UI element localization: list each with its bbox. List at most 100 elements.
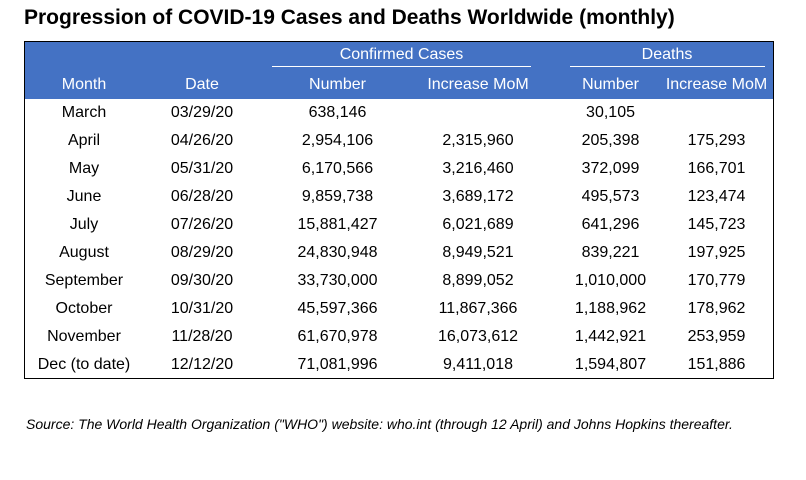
cell-deaths-increase — [660, 99, 773, 127]
table-row: October 10/31/20 45,597,366 11,867,366 1… — [25, 295, 773, 323]
covid-table: Confirmed Cases Deaths Month Date Number… — [25, 42, 773, 378]
table-row: August 08/29/20 24,830,948 8,949,521 839… — [25, 239, 773, 267]
cell-date: 09/30/20 — [170, 272, 234, 289]
column-header-row: Month Date Number Increase MoM Number In… — [25, 71, 773, 99]
cell-date: 04/26/20 — [170, 132, 234, 149]
cell-spacer — [542, 155, 561, 183]
header-spacer — [25, 42, 143, 71]
page-title: Progression of COVID-19 Cases and Deaths… — [24, 6, 675, 29]
cell-date: 07/26/20 — [170, 216, 234, 233]
covid-table-container: Confirmed Cases Deaths Month Date Number… — [24, 41, 774, 379]
cell-date: 11/28/20 — [171, 328, 233, 345]
cell-month: July — [69, 216, 99, 233]
cell-deaths-number: 30,105 — [586, 104, 635, 121]
table-row: April 04/26/20 2,954,106 2,315,960 205,3… — [25, 127, 773, 155]
cell-deaths-number: 1,188,962 — [574, 300, 647, 317]
cell-cases-increase — [414, 99, 542, 127]
cell-spacer — [542, 211, 561, 239]
col-header-cases-number: Number — [309, 76, 366, 93]
cell-deaths-increase: 166,701 — [687, 160, 746, 177]
cell-cases-number: 24,830,948 — [297, 244, 378, 261]
group-header-row: Confirmed Cases Deaths — [25, 42, 773, 71]
deaths-group-header: Deaths — [561, 42, 773, 71]
cell-cases-number: 71,081,996 — [297, 356, 378, 373]
cell-date: 05/31/20 — [170, 160, 234, 177]
cell-deaths-increase: 145,723 — [687, 216, 746, 233]
cell-spacer — [542, 183, 561, 211]
cell-deaths-increase: 123,474 — [687, 188, 746, 205]
cell-month: April — [67, 132, 100, 149]
cell-month: November — [47, 328, 121, 345]
cell-spacer — [542, 239, 561, 267]
cell-month: May — [68, 160, 100, 177]
cell-date: 12/12/20 — [170, 356, 234, 373]
cell-month: October — [55, 300, 113, 317]
cell-date: 08/29/20 — [170, 244, 234, 261]
cell-spacer — [542, 295, 561, 323]
cell-month: August — [59, 244, 109, 261]
cell-month: March — [61, 104, 107, 121]
col-header-month: Month — [61, 76, 107, 93]
cell-cases-increase: 3,689,172 — [442, 188, 514, 205]
header-spacer — [542, 71, 561, 99]
cell-cases-increase: 11,867,366 — [438, 300, 518, 317]
cell-cases-increase: 2,315,960 — [442, 132, 514, 149]
cell-cases-number: 2,954,106 — [301, 132, 374, 149]
cell-spacer — [542, 323, 561, 351]
cell-cases-increase: 8,899,052 — [442, 272, 514, 289]
cell-spacer — [542, 351, 561, 378]
header-spacer — [542, 42, 561, 71]
cell-cases-number: 15,881,427 — [297, 216, 378, 233]
confirmed-cases-group-header: Confirmed Cases — [261, 42, 542, 71]
table-row: November 11/28/20 61,670,978 16,073,612 … — [25, 323, 773, 351]
cell-date: 10/31/20 — [170, 300, 234, 317]
cell-deaths-number: 372,099 — [581, 160, 640, 177]
col-header-date: Date — [185, 76, 219, 93]
cell-deaths-number: 205,398 — [581, 132, 640, 149]
cell-cases-number: 6,170,566 — [301, 160, 374, 177]
cell-cases-increase: 16,073,612 — [437, 328, 519, 345]
cell-deaths-increase: 253,959 — [687, 328, 746, 345]
cell-spacer — [542, 127, 561, 155]
table-row: May 05/31/20 6,170,566 3,216,460 372,099… — [25, 155, 773, 183]
cell-deaths-number: 1,010,000 — [574, 272, 647, 289]
source-note: Source: The World Health Organization ("… — [26, 416, 733, 432]
cell-deaths-increase: 170,779 — [687, 272, 746, 289]
cell-deaths-number: 641,296 — [581, 216, 640, 233]
cell-month: Dec (to date) — [37, 356, 131, 373]
col-header-cases-increase: Increase MoM — [427, 76, 529, 93]
cell-cases-increase: 6,021,689 — [442, 216, 514, 233]
cell-cases-number: 638,146 — [308, 104, 367, 121]
cell-cases-increase: 9,411,018 — [443, 356, 513, 373]
table-row: July 07/26/20 15,881,427 6,021,689 641,2… — [25, 211, 773, 239]
cell-cases-number: 45,597,366 — [297, 300, 378, 317]
col-header-deaths-number: Number — [582, 76, 639, 93]
table-row: March 03/29/20 638,146 30,105 — [25, 99, 773, 127]
cell-month: June — [66, 188, 102, 205]
cell-cases-number: 33,730,000 — [297, 272, 378, 289]
cell-cases-increase: 8,949,521 — [442, 244, 514, 261]
table-row: June 06/28/20 9,859,738 3,689,172 495,57… — [25, 183, 773, 211]
cell-deaths-number: 1,442,921 — [574, 328, 647, 345]
table-row: September 09/30/20 33,730,000 8,899,052 … — [25, 267, 773, 295]
confirmed-cases-group-label: Confirmed Cases — [272, 46, 531, 67]
cell-spacer — [542, 267, 561, 295]
cell-date: 06/28/20 — [170, 188, 234, 205]
cell-month: September — [44, 272, 124, 289]
table-header: Confirmed Cases Deaths Month Date Number… — [25, 42, 773, 99]
cell-cases-increase: 3,216,460 — [442, 160, 514, 177]
cell-deaths-increase: 178,962 — [687, 300, 746, 317]
cell-deaths-increase: 151,886 — [687, 356, 746, 373]
cell-spacer — [542, 99, 561, 127]
cell-deaths-increase: 175,293 — [687, 132, 746, 149]
header-spacer — [143, 42, 261, 71]
table-row: Dec (to date) 12/12/20 71,081,996 9,411,… — [25, 351, 773, 378]
cell-cases-number: 61,670,978 — [297, 328, 378, 345]
cell-date: 03/29/20 — [170, 104, 234, 121]
cell-deaths-number: 495,573 — [581, 188, 640, 205]
cell-cases-number: 9,859,738 — [301, 188, 374, 205]
cell-deaths-number: 1,594,807 — [574, 356, 647, 373]
col-header-deaths-increase: Increase MoM — [665, 76, 768, 93]
deaths-group-label: Deaths — [569, 46, 765, 67]
cell-deaths-increase: 197,925 — [687, 244, 746, 261]
